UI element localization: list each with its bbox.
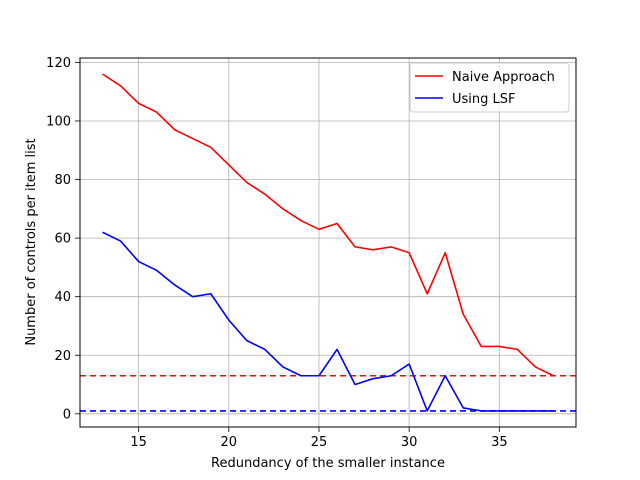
- series-line-naive-approach: [102, 73, 554, 377]
- legend-label-naive: Naive Approach: [452, 70, 555, 85]
- y-axis-ticks: 0 20 40 60 80 100 120: [46, 56, 80, 422]
- y-axis-label: Number of controls per item list: [24, 138, 39, 345]
- x-axis-label: Redundancy of the smaller instance: [211, 456, 445, 471]
- plot-area-background: [80, 58, 576, 427]
- x-tick-label: 25: [311, 435, 328, 450]
- legend-label-lsf: Using LSF: [452, 92, 516, 107]
- x-tick-label: 35: [491, 435, 508, 450]
- x-tick-label: 20: [221, 435, 238, 450]
- x-axis-ticks: 15 20 25 30 35: [130, 427, 508, 450]
- series: [102, 73, 554, 412]
- series-line-using-lsf: [102, 231, 554, 412]
- y-tick-label: 60: [54, 232, 71, 247]
- y-tick-label: 20: [54, 349, 71, 364]
- y-tick-label: 100: [46, 114, 71, 129]
- y-tick-label: 40: [54, 290, 71, 305]
- legend-box: [409, 62, 570, 113]
- x-tick-label: 15: [130, 435, 147, 450]
- y-tick-label: 120: [46, 56, 71, 71]
- y-tick-label: 0: [63, 407, 71, 422]
- plot-frame: [79, 57, 577, 428]
- y-tick-label: 80: [54, 173, 71, 188]
- grid: [80, 58, 576, 427]
- legend: Naive Approach Using LSF: [409, 62, 570, 113]
- x-tick-label: 30: [401, 435, 418, 450]
